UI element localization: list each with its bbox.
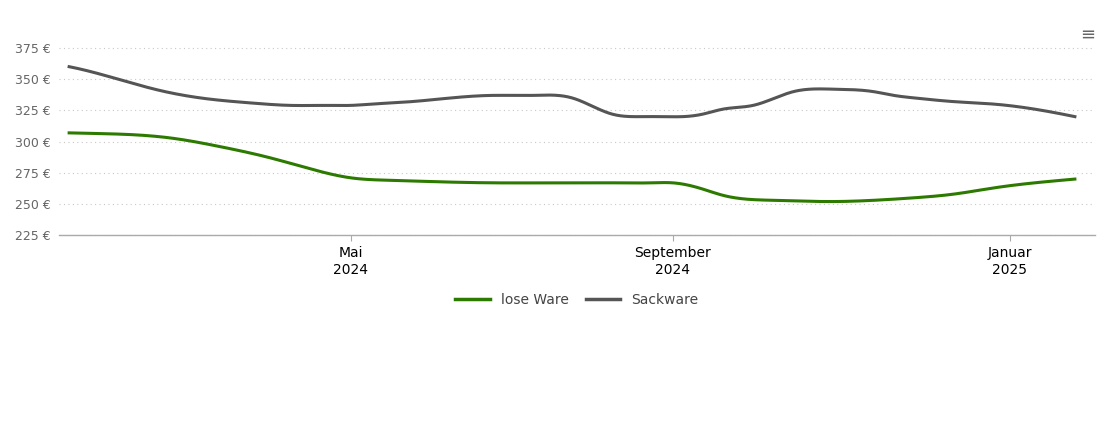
Text: ≡: ≡ [1080, 25, 1094, 43]
Legend: lose Ware, Sackware: lose Ware, Sackware [450, 287, 704, 312]
